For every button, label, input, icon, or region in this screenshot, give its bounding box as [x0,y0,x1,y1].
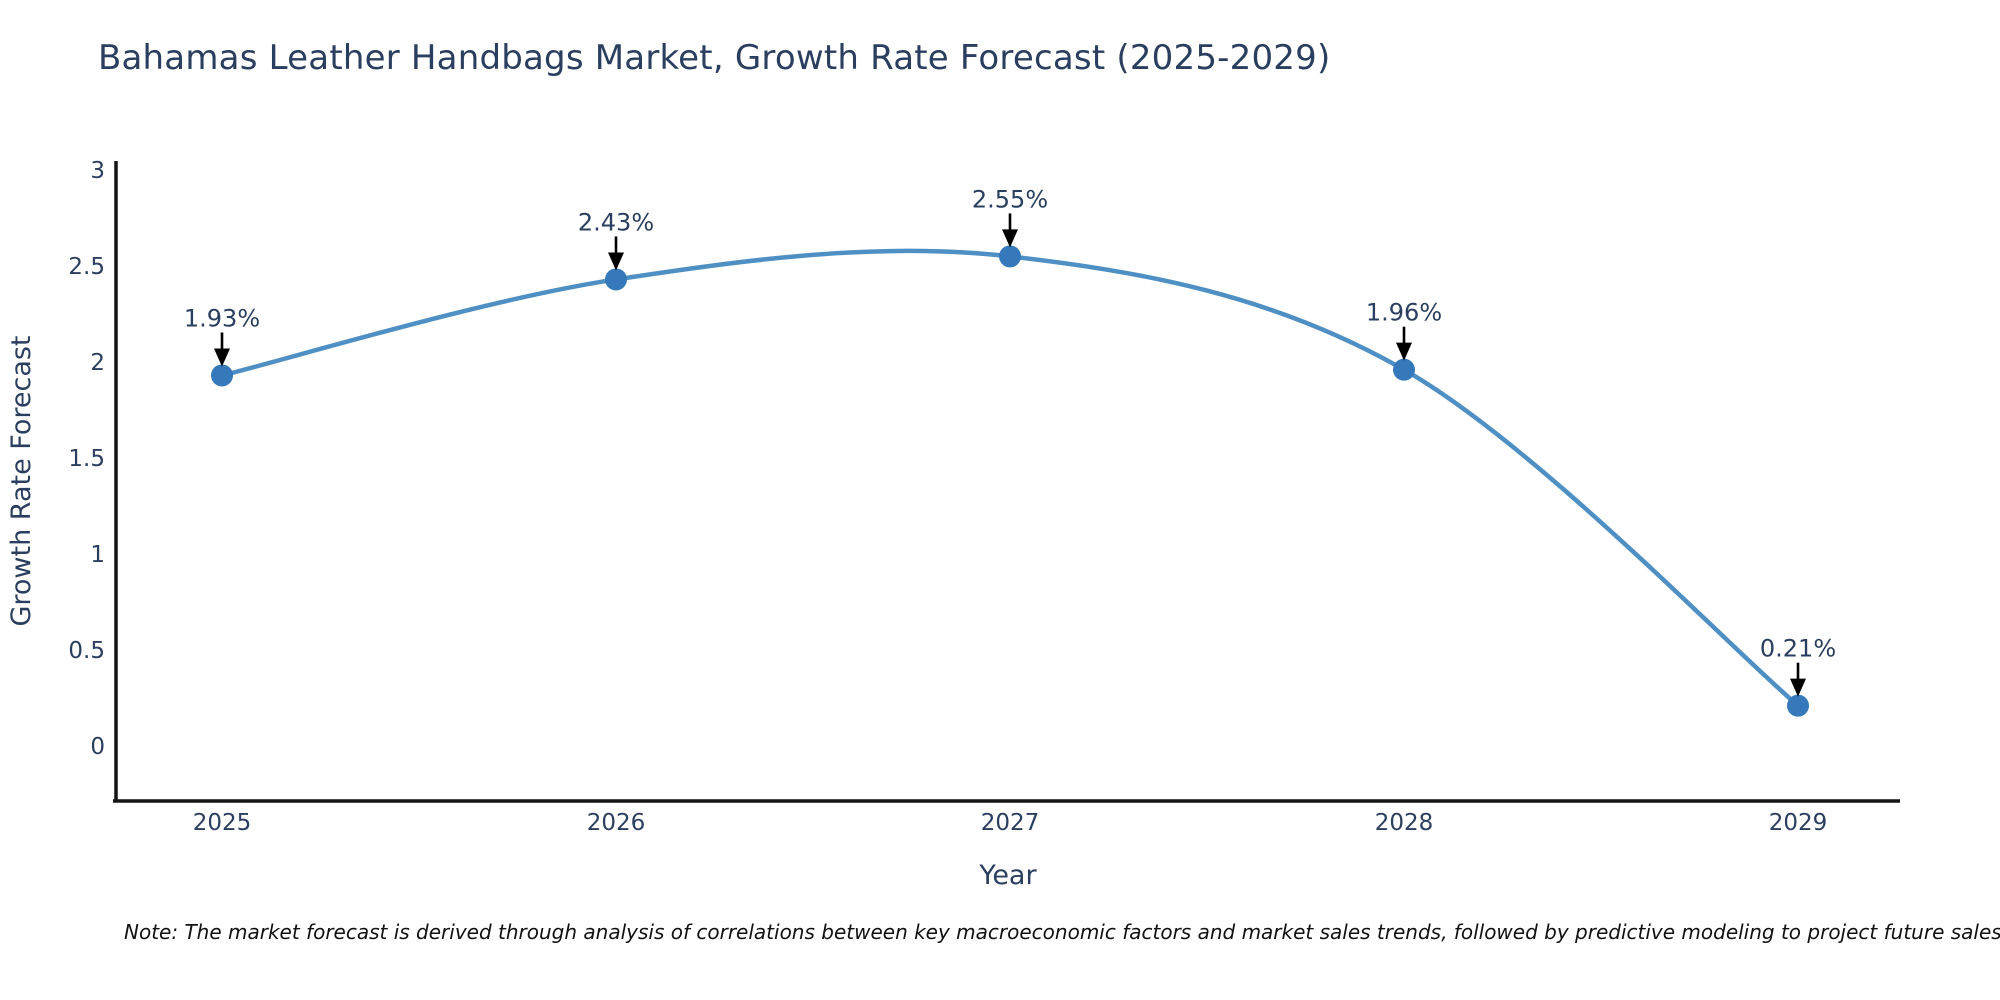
x-tick-label: 2026 [587,810,646,836]
x-tick-label: 2025 [193,810,252,836]
data-point-label: 0.21% [1760,635,1836,663]
y-axis-title: Growth Rate Forecast [6,335,37,626]
y-tick-label: 0 [90,734,105,760]
x-tick-label: 2029 [1769,810,1828,836]
y-tick-label: 0.5 [68,638,105,664]
x-tick-label: 2027 [981,810,1040,836]
annotation-arrow-head-icon [608,252,624,271]
data-point-marker[interactable] [605,268,627,291]
x-axis-title: Year [978,860,1037,891]
annotation-arrow-head-icon [1790,678,1806,697]
y-tick-label: 2.5 [68,254,105,280]
y-tick-label: 1 [90,542,105,568]
data-point-label: 1.93% [184,304,260,332]
y-tick-label: 2 [90,350,105,376]
data-point-marker[interactable] [999,245,1021,268]
data-point-marker[interactable] [1787,694,1809,717]
data-point-label: 2.55% [972,185,1048,213]
annotation-arrow-head-icon [1002,229,1018,248]
data-point-label: 2.43% [578,208,654,236]
x-tick-label: 2028 [1375,810,1434,836]
annotation-arrow-head-icon [214,348,230,367]
footnote: Note: The market forecast is derived thr… [124,920,2000,944]
y-tick-label: 1.5 [68,446,105,472]
data-point-marker[interactable] [1393,358,1415,381]
annotation-arrow-head-icon [1396,342,1412,361]
data-point-marker[interactable] [211,364,233,387]
y-tick-label: 3 [90,158,105,184]
forecast-line [219,248,1801,708]
data-point-label: 1.96% [1366,299,1442,327]
chart-title: Bahamas Leather Handbags Market, Growth … [98,38,1331,78]
